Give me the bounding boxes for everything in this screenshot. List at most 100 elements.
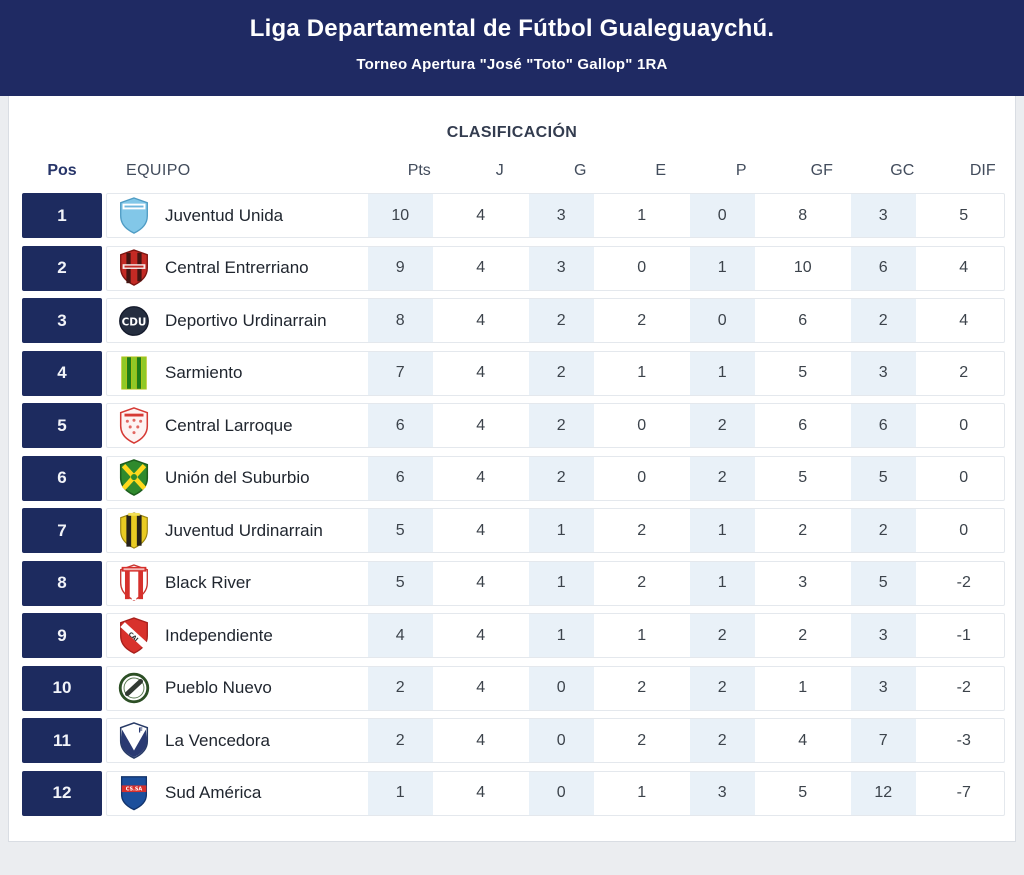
stat-dif: -1 bbox=[924, 614, 1005, 657]
stat-dif: -2 bbox=[924, 562, 1005, 605]
stat-g: 2 bbox=[521, 404, 602, 447]
stat-value: 2 bbox=[717, 469, 727, 486]
stat-gc: 3 bbox=[843, 194, 924, 237]
stat-value: 0 bbox=[637, 259, 647, 276]
stat-gc: 2 bbox=[843, 509, 924, 552]
stat-pts: 6 bbox=[360, 404, 441, 447]
position-cell: 6 bbox=[22, 455, 102, 501]
stat-g: 0 bbox=[521, 666, 602, 710]
stat-dif: -7 bbox=[924, 772, 1005, 815]
stat-value: 2 bbox=[798, 521, 808, 539]
team-row-card: Central Entrerriano 9 4 3 0 1 10 6 4 bbox=[106, 245, 1005, 291]
stat-pts: 5 bbox=[360, 561, 441, 605]
team-cell: Unión del Suburbio bbox=[107, 457, 360, 500]
team-cell: Central Larroque bbox=[107, 404, 360, 447]
stat-gc: 12 bbox=[843, 771, 924, 815]
stat-value: 1 bbox=[556, 574, 566, 591]
stat-value: 12 bbox=[874, 784, 893, 801]
team-name: Sud América bbox=[165, 783, 262, 802]
stat-value: 5 bbox=[798, 469, 808, 486]
stat-value: 5 bbox=[798, 784, 808, 801]
stat-value: 2 bbox=[637, 574, 647, 591]
table-row: 2 Central Entrerriano 9 4 3 0 1 10 6 4 bbox=[9, 245, 1015, 291]
team-cell: Sarmiento bbox=[107, 352, 360, 395]
deportivo-urdinarrain-crest-icon: CDU bbox=[117, 301, 151, 341]
stat-value: 4 bbox=[959, 259, 969, 276]
stat-value: 6 bbox=[395, 416, 405, 434]
column-header-gf: GF bbox=[810, 162, 833, 179]
stat-gf: 4 bbox=[763, 719, 844, 762]
table-row: 7 Juventud Urdinarrain 5 4 1 2 1 2 2 0 bbox=[9, 508, 1015, 553]
stat-j: 4 bbox=[441, 404, 522, 447]
table-row: 1 Juventud Unida 10 4 3 1 0 8 3 5 bbox=[9, 193, 1015, 238]
table-row: 10 Pueblo Nuevo 2 4 0 2 2 1 3 -2 bbox=[9, 665, 1015, 711]
stat-value: 4 bbox=[476, 626, 486, 644]
stat-value: 3 bbox=[717, 784, 727, 801]
stat-value: 4 bbox=[395, 626, 405, 644]
stat-gc: 3 bbox=[843, 351, 924, 395]
stat-gc: 2 bbox=[843, 299, 924, 342]
position-cell: 11 bbox=[22, 718, 102, 763]
position-cell: 5 bbox=[22, 403, 102, 448]
stat-e: 0 bbox=[602, 247, 683, 290]
stat-value: 1 bbox=[637, 206, 647, 224]
column-header-equipo: EQUIPO bbox=[126, 162, 191, 179]
stat-value: 0 bbox=[637, 416, 647, 434]
table-header-row: Pos EQUIPO Pts J G E P GF GC DIF bbox=[9, 159, 1015, 183]
stat-value: 2 bbox=[395, 679, 405, 696]
stat-value: 0 bbox=[637, 469, 647, 486]
stat-value: 0 bbox=[959, 521, 969, 539]
stat-gc: 5 bbox=[843, 561, 924, 605]
stat-dif: -2 bbox=[924, 667, 1005, 710]
stat-dif: 2 bbox=[924, 352, 1005, 395]
stat-p: 2 bbox=[682, 404, 763, 447]
column-header-dif: DIF bbox=[969, 162, 996, 179]
stat-value: 2 bbox=[556, 469, 566, 486]
team-cell: CAI Independiente bbox=[107, 614, 360, 657]
stat-value: 4 bbox=[476, 311, 486, 329]
stat-p: 0 bbox=[682, 194, 763, 237]
team-cell: F La Vencedora bbox=[107, 719, 360, 762]
stat-value: 5 bbox=[798, 364, 808, 381]
stat-pts: 6 bbox=[360, 456, 441, 500]
stat-value: 4 bbox=[476, 469, 486, 486]
stat-e: 1 bbox=[602, 352, 683, 395]
team-name: Sarmiento bbox=[165, 363, 243, 382]
stat-j: 4 bbox=[441, 457, 522, 500]
position-cell: 8 bbox=[22, 560, 102, 606]
stat-value: -2 bbox=[956, 679, 971, 696]
stat-e: 1 bbox=[602, 614, 683, 657]
stat-gf: 2 bbox=[763, 614, 844, 657]
team-row-card: Pueblo Nuevo 2 4 0 2 2 1 3 -2 bbox=[106, 665, 1005, 711]
column-header-j: J bbox=[495, 162, 504, 179]
stat-value: -1 bbox=[956, 626, 971, 644]
stat-value: 3 bbox=[878, 626, 888, 644]
stat-value: 2 bbox=[637, 679, 647, 696]
team-row-card: Juventud Urdinarrain 5 4 1 2 1 2 2 0 bbox=[106, 508, 1005, 553]
table-row: 5 Central Larroque 6 4 2 0 2 6 6 0 bbox=[9, 403, 1015, 448]
stat-pts: 5 bbox=[360, 509, 441, 552]
table-row: 8 Black River 5 4 1 2 1 3 5 -2 bbox=[9, 560, 1015, 606]
team-cell: Juventud Urdinarrain bbox=[107, 509, 360, 552]
stat-value: 2 bbox=[717, 626, 727, 644]
stat-pts: 7 bbox=[360, 351, 441, 395]
stat-value: 10 bbox=[391, 206, 410, 224]
stat-j: 4 bbox=[441, 772, 522, 815]
central-larroque-crest-icon bbox=[117, 406, 151, 446]
stat-value: 2 bbox=[717, 679, 727, 696]
stat-gc: 5 bbox=[843, 456, 924, 500]
team-cell: Juventud Unida bbox=[107, 194, 360, 237]
stat-g: 1 bbox=[521, 561, 602, 605]
stat-value: 2 bbox=[878, 311, 888, 329]
stat-e: 2 bbox=[602, 719, 683, 762]
stat-value: 3 bbox=[556, 259, 566, 276]
stat-gc: 3 bbox=[843, 666, 924, 710]
column-header-pts: Pts bbox=[407, 162, 431, 179]
table-body: 1 Juventud Unida 10 4 3 1 0 8 3 5 2 Central Entrerr… bbox=[9, 193, 1015, 816]
stat-value: 4 bbox=[476, 574, 486, 591]
stat-value: 1 bbox=[556, 521, 566, 539]
stat-value: 8 bbox=[395, 311, 405, 329]
stat-p: 2 bbox=[682, 666, 763, 710]
stat-p: 2 bbox=[682, 719, 763, 762]
stat-value: -2 bbox=[956, 574, 971, 591]
